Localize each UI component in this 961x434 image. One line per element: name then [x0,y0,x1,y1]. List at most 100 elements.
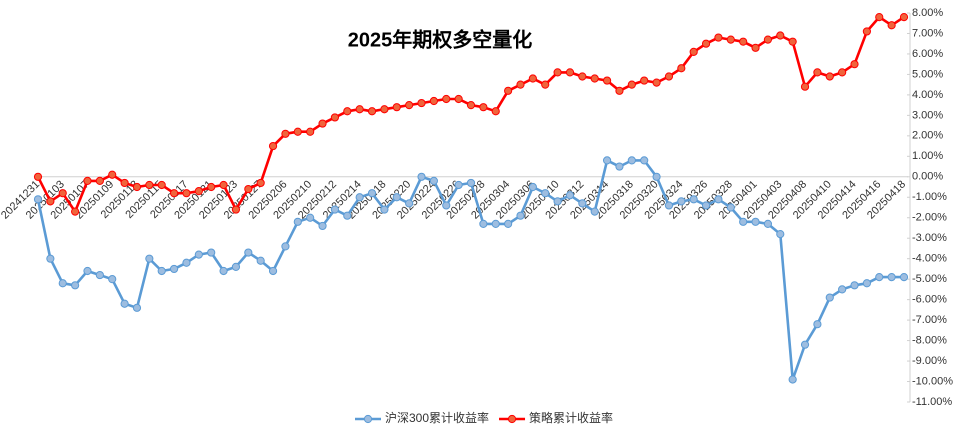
data-point [83,176,92,185]
y-tick-label: 6.00% [912,48,943,60]
data-point [132,303,142,312]
y-tick-label: 8.00% [912,7,943,19]
y-tick-label: 7.00% [912,27,943,39]
data-point [627,156,636,165]
data-point [677,197,686,206]
y-tick-label: -7.00% [912,314,947,326]
data-point [763,35,773,44]
y-tick-label: -10.00% [912,375,953,387]
data-point [417,98,426,108]
data-point [392,193,401,202]
data-point [71,207,80,216]
data-point [627,80,636,89]
data-point [46,254,55,263]
y-tick-label: 2.00% [912,130,943,142]
data-point [33,195,43,204]
data-point [392,103,401,112]
data-point [813,320,822,329]
data-point [281,242,290,251]
data-point [466,101,476,110]
data-point [602,76,612,85]
data-point [838,285,847,294]
data-point [268,266,278,276]
data-point [615,162,624,171]
data-point [417,172,426,181]
data-point [219,180,228,190]
data-point [565,191,575,200]
data-point [491,107,500,116]
y-tick-label: -4.00% [912,253,947,265]
data-point [194,187,203,196]
data-point [281,129,290,138]
data-point [491,219,500,228]
data-point [355,193,364,202]
data-point [640,76,649,85]
data-point [739,217,748,226]
data-point [231,262,241,271]
y-tick-label: -2.00% [912,212,947,224]
data-point [405,101,414,110]
data-point [701,201,711,210]
data-point [429,96,438,106]
legend-label: 策略累计收益率 [529,410,613,425]
legend-marker [507,414,517,424]
data-point [590,207,599,216]
data-point [442,94,451,104]
data-point [701,39,711,48]
data-point [776,31,785,40]
data-point [726,35,735,44]
data-point [343,211,352,220]
data-point [33,172,43,181]
data-point [788,37,797,46]
data-point [244,184,253,194]
data-point [565,68,575,77]
data-point [850,60,859,69]
data-point [157,180,166,190]
data-point [343,107,352,116]
data-point [454,94,463,104]
data-point [330,205,340,214]
data-point [182,189,191,198]
data-point [380,105,389,114]
data-point [71,281,80,290]
data-point [516,80,525,89]
data-point [640,156,649,165]
data-point [194,250,203,259]
data-point [108,170,117,179]
data-point [899,273,909,282]
data-point [120,178,129,188]
data-point [244,248,253,257]
y-tick-label: 3.00% [912,109,943,121]
data-point [46,197,55,206]
data-point [293,217,302,226]
data-point [479,103,488,112]
data-point [652,172,661,181]
data-point [615,86,624,95]
data-point [664,201,674,210]
data-point [689,47,698,57]
data-point [751,217,760,226]
data-point [120,299,129,308]
data-point [58,279,67,288]
data-point [83,266,92,276]
data-point [541,189,550,198]
data-point [355,105,364,114]
data-point [207,248,216,257]
data-point [442,201,451,210]
data-point [887,273,896,282]
data-point [219,266,228,276]
data-point [875,12,884,22]
data-point [132,182,142,192]
y-tick-label: -8.00% [912,334,947,346]
data-point [751,43,760,52]
data-point [677,64,686,73]
data-point [231,205,241,214]
data-point [652,78,661,87]
data-point [578,72,587,81]
data-point [763,219,773,228]
data-point [330,113,340,122]
data-point [887,21,896,30]
data-point [664,72,674,81]
data-point [862,279,871,288]
